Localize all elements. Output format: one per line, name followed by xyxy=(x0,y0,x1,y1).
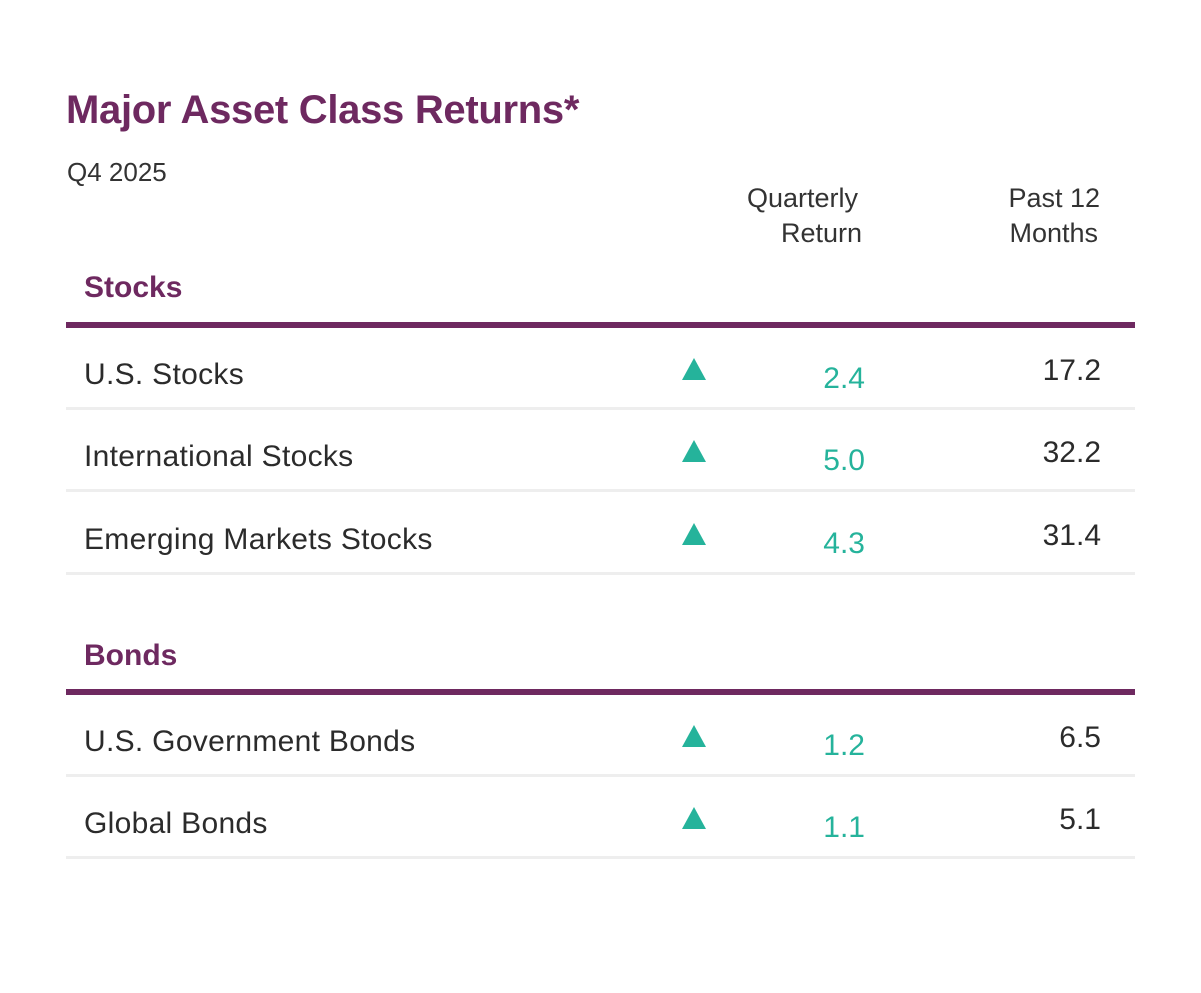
table-row: International Stocks 5.0 32.2 xyxy=(66,410,1135,492)
column-header-quarterly-return: Quarterly Return xyxy=(700,181,862,251)
table-row: U.S. Government Bonds 1.2 6.5 xyxy=(66,695,1135,777)
section-rule-bonds xyxy=(66,689,1135,695)
column-header-quarterly-line1: Quarterly xyxy=(746,183,858,213)
past-12-months-value: 32.2 xyxy=(1042,436,1101,469)
column-header-past12-line2: Months xyxy=(1009,218,1098,248)
row-label: International Stocks xyxy=(84,440,354,473)
table-row: Global Bonds 1.1 5.1 xyxy=(66,777,1135,859)
triangle-up-icon xyxy=(682,358,706,380)
quarterly-return-value: 4.3 xyxy=(823,527,865,560)
quarterly-return-value: 1.1 xyxy=(823,811,865,844)
quarterly-return-value: 1.2 xyxy=(823,729,865,762)
triangle-up-icon xyxy=(682,523,706,545)
triangle-up-icon xyxy=(682,440,706,462)
triangle-up-icon xyxy=(682,725,706,747)
quarterly-return-value: 2.4 xyxy=(823,362,865,395)
table-row: Emerging Markets Stocks 4.3 31.4 xyxy=(66,493,1135,575)
period-label: Q4 2025 xyxy=(67,157,167,187)
section-rule-stocks xyxy=(66,322,1135,328)
row-label: Emerging Markets Stocks xyxy=(84,523,433,556)
quarterly-return-value: 5.0 xyxy=(823,444,865,477)
column-header-past-12-months: Past 12 Months xyxy=(940,181,1100,251)
past-12-months-value: 31.4 xyxy=(1042,519,1101,552)
past-12-months-value: 5.1 xyxy=(1059,803,1101,836)
past-12-months-value: 17.2 xyxy=(1042,354,1101,387)
row-label: U.S. Stocks xyxy=(84,358,245,391)
chart-title: Major Asset Class Returns* xyxy=(66,88,580,132)
row-label: U.S. Government Bonds xyxy=(84,725,416,758)
column-header-quarterly-line2: Return xyxy=(780,218,862,248)
row-label: Global Bonds xyxy=(84,807,268,840)
table-row: U.S. Stocks 2.4 17.2 xyxy=(66,328,1135,410)
column-header-past12-line1: Past 12 xyxy=(1008,183,1100,213)
section-heading-bonds: Bonds xyxy=(84,639,178,672)
triangle-up-icon xyxy=(682,807,706,829)
past-12-months-value: 6.5 xyxy=(1059,721,1101,754)
section-heading-stocks: Stocks xyxy=(84,271,183,304)
